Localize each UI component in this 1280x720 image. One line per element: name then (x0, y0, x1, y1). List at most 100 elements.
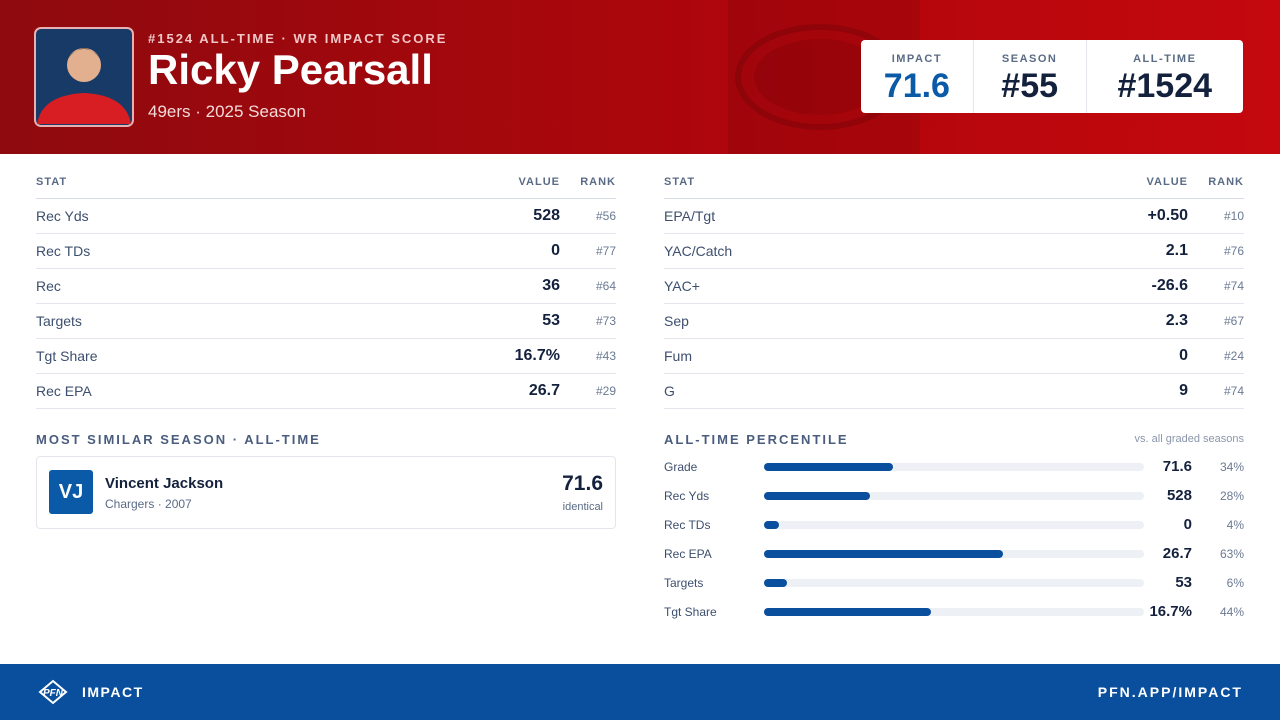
percentile-list: Grade 71.6 34% Rec Yds 528 28% Rec TDs 0 4% Rec E… (664, 455, 1244, 629)
percentile-track (764, 579, 1144, 587)
stat-label: YAC+ (664, 278, 700, 294)
percentile-pct: 6% (1226, 576, 1244, 590)
percentile-row: Targets 53 6% (664, 571, 1244, 600)
similar-name: Vincent Jackson (105, 475, 224, 492)
table-row: YAC/Catch 2.1 #76 (664, 234, 1244, 269)
score-label: SEASON (1001, 53, 1058, 65)
stat-rank: #64 (595, 279, 616, 293)
percentile-track (764, 608, 1144, 616)
stat-value: 36 (542, 277, 560, 294)
stat-label: G (664, 383, 675, 399)
stat-rank: #10 (1223, 209, 1244, 223)
percentile-value: 26.7 (1162, 545, 1192, 562)
footer: PFN IMPACT PFN.APP/IMPACT (0, 664, 1280, 720)
percentile-label: Tgt Share (664, 605, 717, 619)
column-header: STAT (36, 176, 68, 188)
table-row: Fum 0 #24 (664, 339, 1244, 374)
player-photo (34, 27, 134, 127)
section-title: ALL-TIME PERCENTILE (664, 432, 849, 447)
stat-value: 2.1 (1165, 242, 1188, 259)
score-value: #1524 (1117, 67, 1213, 105)
stat-value: 26.7 (528, 382, 560, 399)
stat-value: 9 (1179, 382, 1188, 399)
stat-label: EPA/Tgt (664, 208, 716, 224)
percentile-pct: 44% (1219, 605, 1244, 619)
table-row: Targets 53 #73 (36, 304, 616, 339)
stat-value: 2.3 (1165, 312, 1188, 329)
subtitle: 49ers · 2025 Season (148, 102, 306, 121)
percentile-pct: 63% (1219, 547, 1244, 561)
score-value: 71.6 (883, 67, 950, 105)
percentile-row: Rec TDs 0 4% (664, 513, 1244, 542)
percentile-value: 71.6 (1162, 458, 1192, 475)
score-label: IMPACT (891, 53, 943, 65)
right-table: STAT VALUE RANK EPA/Tgt +0.50 #10 YAC/Catch 2.1… (664, 176, 1244, 409)
footer-url: PFN.APP/IMPACT (1097, 684, 1243, 700)
percentile-bar (764, 579, 787, 587)
percentile-track (764, 521, 1144, 529)
stat-label: Fum (664, 348, 692, 364)
stat-label: Targets (36, 313, 82, 329)
pfn-logo: PFN (38, 679, 68, 705)
percentile-row: Tgt Share 16.7% 44% (664, 600, 1244, 629)
player-name: Ricky Pearsall (148, 46, 433, 93)
stat-label: Tgt Share (36, 348, 98, 364)
stat-label: Rec Yds (36, 208, 89, 224)
stat-rank: #56 (595, 209, 616, 223)
stat-label: Rec TDs (36, 243, 91, 259)
similar-card: VJ Vincent Jackson Chargers · 2007 71.6 … (36, 456, 616, 529)
similar-detail: Chargers · 2007 (105, 497, 192, 511)
percentile-value: 53 (1175, 574, 1192, 591)
footer-brand: IMPACT (82, 684, 144, 700)
stat-rank: #43 (595, 349, 616, 363)
column-header: STAT (664, 176, 696, 188)
stat-value: 0 (551, 242, 560, 259)
left-table: STAT VALUE RANK Rec Yds 528 #56 Rec TDs 0 #77 Rec… (36, 176, 616, 409)
stat-value: 0 (1179, 347, 1188, 364)
table-row: YAC+ -26.6 #74 (664, 269, 1244, 304)
table-row: G 9 #74 (664, 374, 1244, 409)
table-header: STAT VALUE RANK (36, 176, 616, 199)
initials: VJ (49, 470, 93, 514)
table-row: Sep 2.3 #67 (664, 304, 1244, 339)
stat-value: +0.50 (1147, 207, 1188, 224)
column-header: RANK (1208, 176, 1244, 188)
percentile-pct: 4% (1226, 518, 1244, 532)
percentile-row: Grade 71.6 34% (664, 455, 1244, 484)
column-header: VALUE (1146, 176, 1188, 188)
header: #1524 ALL-TIME · WR IMPACT SCORE Ricky P… (0, 0, 1280, 154)
stat-rank: #73 (595, 314, 616, 328)
score-label: ALL-TIME (1133, 53, 1197, 65)
stat-rank: #24 (1223, 349, 1244, 363)
percentile-note: vs. all graded seasons (1134, 433, 1244, 445)
section-title: MOST SIMILAR SEASON · ALL-TIME (36, 432, 321, 447)
percentile-value: 0 (1183, 516, 1192, 533)
kicker: #1524 ALL-TIME · WR IMPACT SCORE (148, 31, 448, 46)
percentile-label: Targets (664, 576, 704, 590)
percentile-pct: 34% (1219, 460, 1244, 474)
stat-value: 528 (533, 207, 560, 224)
stat-value: -26.6 (1151, 277, 1188, 294)
svg-text:PFN: PFN (43, 688, 64, 699)
percentile-value: 16.7% (1149, 603, 1192, 620)
percentile-bar (764, 463, 894, 471)
score-box: IMPACT 71.6 SEASON #55 ALL-TIME #1524 (861, 40, 1243, 113)
stat-rank: #76 (1223, 244, 1244, 258)
table-row: Rec EPA 26.7 #29 (36, 374, 616, 409)
percentile-label: Rec TDs (664, 518, 711, 532)
percentile-pct: 28% (1219, 489, 1244, 503)
stat-rank: #29 (595, 384, 616, 398)
percentile-label: Rec EPA (664, 547, 712, 561)
stat-label: Rec (36, 278, 61, 294)
percentile-row: Rec Yds 528 28% (664, 484, 1244, 513)
stat-rank: #77 (595, 244, 616, 258)
percentile-bar (764, 492, 871, 500)
table-row: EPA/Tgt +0.50 #10 (664, 199, 1244, 234)
stat-label: Rec EPA (36, 383, 92, 399)
score: SEASON #55 (974, 40, 1087, 113)
column-header: RANK (580, 176, 616, 188)
score-value: #55 (1001, 67, 1059, 105)
table-row: Tgt Share 16.7% #43 (36, 339, 616, 374)
stat-value: 53 (542, 312, 560, 329)
